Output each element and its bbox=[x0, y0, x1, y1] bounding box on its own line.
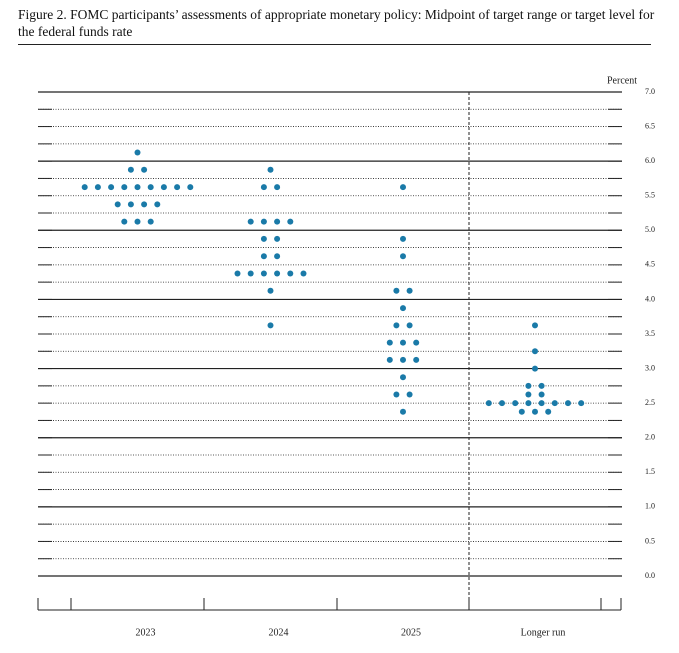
dot bbox=[538, 400, 545, 407]
dot bbox=[94, 184, 101, 191]
dot bbox=[393, 322, 400, 329]
chart-title: Figure 2. FOMC participants’ assessments… bbox=[18, 7, 655, 39]
dot bbox=[174, 184, 181, 191]
dot bbox=[400, 339, 406, 346]
dot bbox=[532, 365, 538, 372]
dot bbox=[121, 218, 128, 225]
dot bbox=[267, 166, 274, 173]
dot bbox=[518, 408, 525, 415]
x-tick-label: Longer run bbox=[521, 627, 566, 638]
title-rule bbox=[18, 44, 651, 45]
dot bbox=[141, 166, 148, 173]
dot bbox=[260, 270, 267, 277]
dot bbox=[154, 201, 161, 208]
dot bbox=[260, 184, 267, 191]
dot bbox=[274, 253, 281, 260]
dot bbox=[578, 400, 585, 407]
dot bbox=[400, 305, 406, 312]
dot bbox=[81, 184, 88, 191]
dot bbox=[147, 218, 154, 225]
y-tick-label: 5.5 bbox=[645, 191, 655, 200]
x-tick-label: 2024 bbox=[269, 627, 289, 638]
y-tick-label: 0.5 bbox=[645, 536, 655, 545]
dot bbox=[386, 339, 393, 346]
dot bbox=[127, 201, 134, 208]
y-tick-label: 1.0 bbox=[645, 502, 655, 511]
y-tick-label: 3.5 bbox=[645, 329, 655, 338]
dot bbox=[260, 253, 267, 260]
dot bbox=[141, 201, 148, 208]
dot bbox=[274, 235, 281, 242]
dot bbox=[400, 184, 406, 191]
dot bbox=[287, 218, 294, 225]
y-tick-label: 4.5 bbox=[645, 260, 655, 269]
dot bbox=[287, 270, 294, 277]
dot bbox=[538, 391, 545, 398]
dot bbox=[525, 400, 532, 407]
dot bbox=[400, 408, 406, 415]
dot bbox=[187, 184, 194, 191]
y-tick-label: 7.0 bbox=[645, 87, 655, 96]
y-tick-label: 5.0 bbox=[645, 225, 655, 234]
dot bbox=[260, 235, 267, 242]
dot bbox=[512, 400, 519, 407]
dot bbox=[406, 322, 413, 329]
dot bbox=[127, 166, 134, 173]
dot bbox=[532, 408, 538, 415]
dot bbox=[267, 322, 274, 329]
y-tick-label: 2.0 bbox=[645, 433, 655, 442]
dot bbox=[234, 270, 241, 277]
dot bbox=[400, 235, 406, 242]
x-tick-label: 2023 bbox=[136, 627, 156, 638]
dot bbox=[121, 184, 128, 191]
dot bbox=[274, 218, 281, 225]
y-tick-label: 1.5 bbox=[645, 467, 655, 476]
y-tick-label: 2.5 bbox=[645, 398, 655, 407]
dot bbox=[413, 339, 420, 346]
dot bbox=[247, 270, 254, 277]
dot bbox=[134, 184, 141, 191]
dot bbox=[538, 382, 545, 389]
y-axis-label: Percent bbox=[607, 75, 637, 86]
y-tick-label: 3.0 bbox=[645, 363, 655, 372]
dot bbox=[565, 400, 571, 407]
y-tick-label: 6.5 bbox=[645, 121, 655, 130]
dot bbox=[499, 400, 505, 407]
dot bbox=[160, 184, 167, 191]
dot bbox=[134, 218, 141, 225]
dot bbox=[400, 356, 406, 363]
dot bbox=[525, 382, 532, 389]
dot bbox=[413, 356, 420, 363]
dot bbox=[147, 184, 154, 191]
dot bbox=[400, 253, 406, 260]
dot bbox=[274, 184, 281, 191]
dot bbox=[114, 201, 121, 208]
y-tick-label: 6.0 bbox=[645, 156, 655, 165]
dot bbox=[108, 184, 115, 191]
dot bbox=[551, 400, 558, 407]
x-tick-label: 2025 bbox=[401, 627, 421, 638]
dot bbox=[247, 218, 254, 225]
dot bbox=[393, 287, 400, 294]
dot bbox=[406, 391, 413, 398]
y-tick-label: 4.0 bbox=[645, 294, 655, 303]
dot bbox=[400, 374, 406, 381]
dot bbox=[532, 348, 538, 355]
dot bbox=[485, 400, 492, 407]
dot bbox=[386, 356, 393, 363]
dot bbox=[406, 287, 413, 294]
dot bbox=[267, 287, 274, 294]
dot bbox=[393, 391, 400, 398]
dot bbox=[274, 270, 281, 277]
dot bbox=[532, 322, 538, 329]
dot bbox=[545, 408, 552, 415]
dot bbox=[134, 149, 141, 156]
dot bbox=[525, 391, 532, 398]
dot bbox=[300, 270, 307, 277]
y-tick-label: 0.0 bbox=[645, 571, 655, 580]
dot bbox=[260, 218, 267, 225]
